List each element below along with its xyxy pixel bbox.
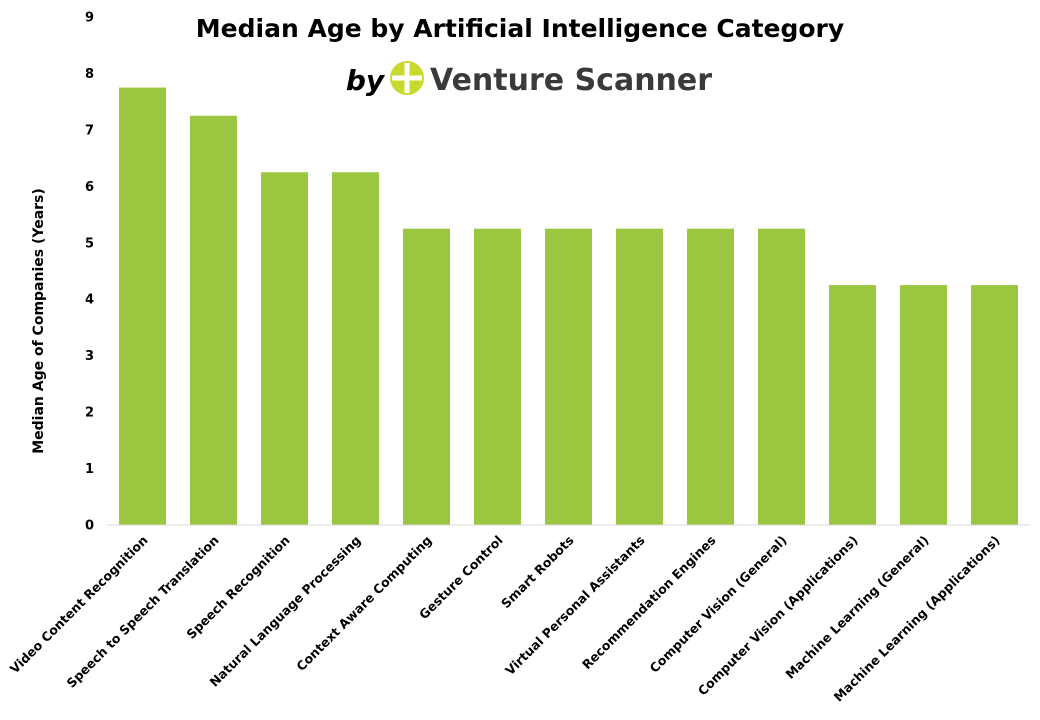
bar (332, 172, 379, 525)
y-tick-label: 5 (85, 236, 94, 251)
bar (474, 228, 521, 525)
y-tick-label: 9 (85, 11, 94, 26)
x-tick-label: Natural Language Processing (207, 533, 364, 690)
bar (261, 172, 308, 525)
bar (190, 115, 237, 526)
x-tick-label: Smart Robots (498, 533, 577, 612)
y-axis-label: Median Age of Companies (Years) (31, 188, 47, 454)
brand-name: Venture Scanner (430, 63, 712, 98)
bar (971, 285, 1018, 525)
x-tick-label: Computer Vision (General) (647, 533, 790, 676)
x-tick-label: Recommendation Engines (579, 533, 719, 673)
y-tick-label: 7 (85, 123, 94, 138)
y-tick-label: 4 (85, 293, 94, 308)
bars (119, 87, 1018, 526)
bar (403, 228, 450, 525)
x-tick-label: Video Content Recognition (7, 533, 151, 677)
bar (687, 228, 734, 525)
y-axis-ticks: 0 1 2 3 4 5 6 7 8 9 (85, 11, 94, 534)
x-tick-label: Virtual Personal Assistants (502, 533, 647, 678)
y-tick-label: 8 (85, 67, 94, 82)
y-tick-label: 1 (85, 462, 94, 477)
x-tick-label: Context Aware Computing (293, 533, 434, 674)
x-tick-label: Computer Vision (Applications) (695, 533, 861, 699)
bar (829, 285, 876, 525)
y-tick-label: 2 (85, 406, 94, 421)
y-tick-label: 0 (85, 519, 94, 534)
y-tick-label: 3 (85, 349, 94, 364)
bar (758, 228, 805, 525)
subtitle-by: by (346, 64, 386, 97)
x-tick-label: Machine Learning (Applications) (831, 533, 1003, 705)
y-tick-label: 6 (85, 180, 94, 195)
bar (900, 285, 947, 525)
bar (545, 228, 592, 525)
venture-scanner-logo-icon (390, 61, 424, 95)
x-tick-label: Speech to Speech Translation (64, 533, 222, 691)
chart-title: Median Age by Artificial Intelligence Ca… (196, 14, 844, 43)
bar (616, 228, 663, 525)
x-tick-label: Machine Learning (General) (782, 533, 931, 682)
bar (119, 87, 166, 526)
